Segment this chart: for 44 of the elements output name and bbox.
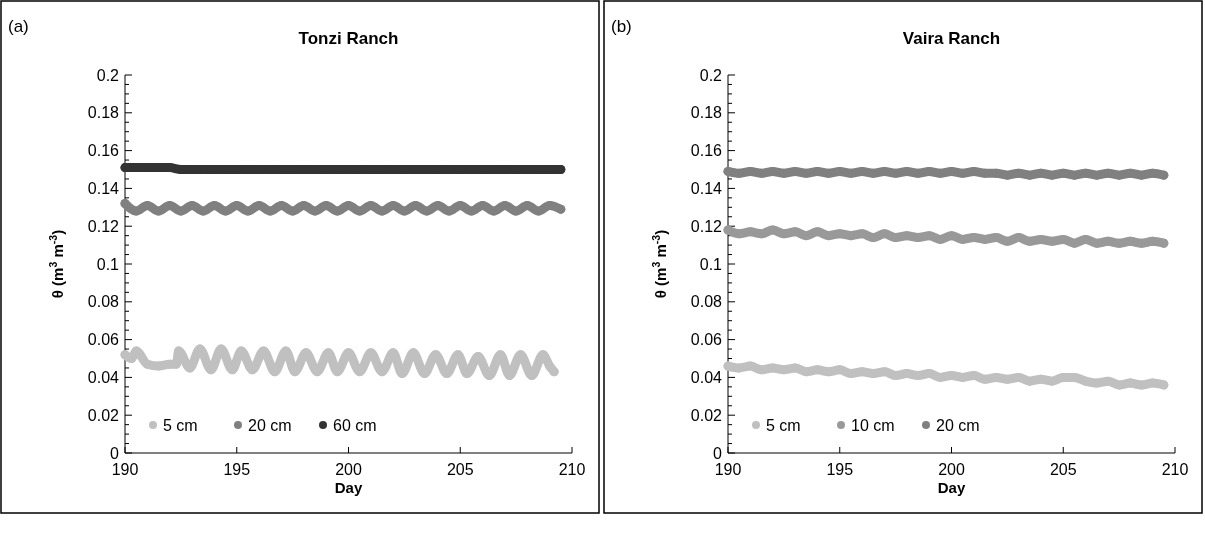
y-tick-label: 0.12: [690, 217, 723, 235]
y-tick-label: 0.02: [87, 406, 120, 424]
y-tick-label: 0.08: [690, 293, 723, 311]
x-tick-label: 205: [1049, 461, 1077, 478]
x-axis-title: Day: [937, 479, 966, 496]
legend-label: 5 cm: [766, 416, 801, 434]
y-tick-label: 0.1: [699, 255, 723, 273]
legend-label: 5 cm: [163, 416, 198, 434]
text: (b): [611, 17, 632, 36]
x-tick-label: 195: [223, 461, 251, 478]
legend-label: 20 cm: [248, 416, 292, 434]
x-tick-label: 190: [714, 461, 742, 478]
y-tick-label: 0.06: [690, 331, 723, 349]
y-tick-label: 0.14: [87, 180, 120, 197]
x-tick-label: 200: [938, 461, 965, 478]
y-tick-label: 0.14: [690, 180, 723, 197]
chart-title: Vaira Ranch: [902, 29, 1001, 48]
legend-label: 10 cm: [851, 416, 895, 434]
y-tick-label: 0: [713, 444, 723, 462]
x-tick-label: 190: [111, 461, 139, 478]
legend-label: 60 cm: [333, 416, 377, 434]
x-tick-label: 210: [1161, 461, 1189, 478]
y-tick-label: 0.04: [87, 369, 120, 386]
y-tick-label: 0.08: [87, 293, 120, 311]
x-tick-label: 195: [826, 461, 854, 478]
y-tick-label: 0.18: [690, 104, 723, 122]
y-tick-label: 0.16: [87, 142, 120, 160]
y-tick-label: 0.06: [87, 331, 120, 349]
x-tick-label: 200: [335, 461, 362, 478]
legend-label: 20 cm: [936, 416, 980, 434]
y-tick-label: 0.1: [96, 255, 120, 273]
x-tick-label: 210: [558, 461, 586, 478]
y-tick-label: 0.02: [690, 406, 723, 424]
y-tick-label: 0.2: [96, 66, 120, 84]
y-tick-label: 0: [110, 444, 120, 462]
y-tick-label: 0.04: [690, 369, 723, 386]
y-tick-label: 0.18: [87, 104, 120, 122]
text: (a): [8, 17, 29, 36]
chart-title: Tonzi Ranch: [298, 29, 399, 48]
y-tick-label: 0.16: [690, 142, 723, 160]
y-tick-label: 0.2: [699, 66, 723, 84]
y-tick-label: 0.12: [87, 217, 120, 235]
x-tick-label: 205: [446, 461, 474, 478]
x-axis-title: Day: [334, 479, 363, 496]
